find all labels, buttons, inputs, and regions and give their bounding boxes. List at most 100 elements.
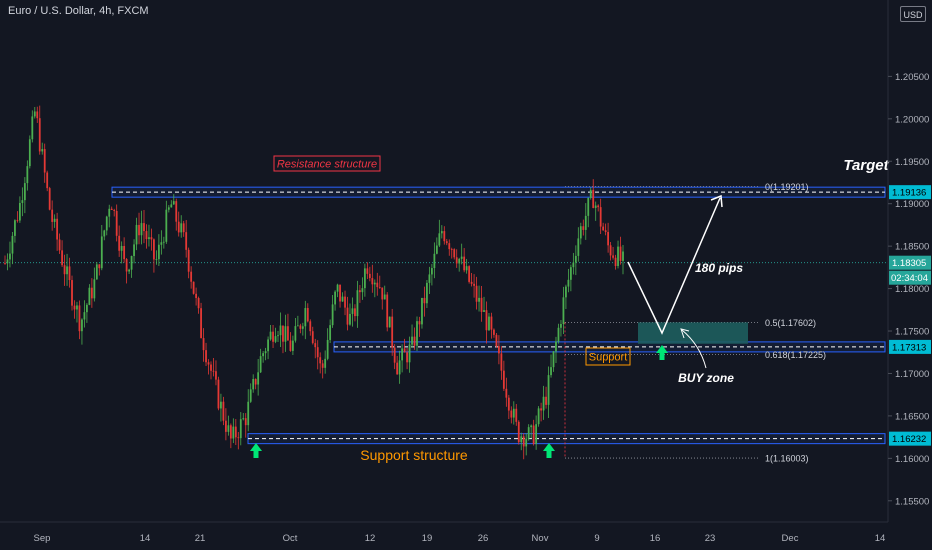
candle-body bbox=[488, 316, 490, 331]
candle-body bbox=[550, 367, 552, 376]
candle-body bbox=[478, 297, 480, 302]
candle-body bbox=[304, 308, 307, 327]
x-tick-label: 16 bbox=[650, 533, 661, 544]
candle-body bbox=[155, 259, 158, 260]
x-tick-label: Oct bbox=[283, 533, 298, 544]
candle-body bbox=[145, 231, 148, 240]
candle-body bbox=[53, 218, 56, 222]
candle-body bbox=[373, 282, 376, 285]
candle-body bbox=[120, 245, 123, 251]
candle-body bbox=[470, 281, 473, 284]
candle-body bbox=[319, 357, 322, 364]
candle-body bbox=[443, 231, 446, 242]
candle-body bbox=[259, 356, 262, 373]
candle-body bbox=[542, 396, 545, 411]
candle-body bbox=[68, 266, 71, 281]
candle-body bbox=[279, 325, 282, 336]
candle-body bbox=[48, 188, 51, 210]
candle-body bbox=[428, 274, 431, 283]
candle-body bbox=[284, 326, 287, 342]
x-tick-label: Sep bbox=[34, 533, 51, 544]
candle-body bbox=[58, 239, 61, 251]
candle-body bbox=[180, 223, 183, 233]
x-tick-label: 9 bbox=[594, 533, 599, 544]
candle-body bbox=[14, 220, 16, 236]
candle-body bbox=[41, 149, 44, 152]
candle-body bbox=[125, 259, 128, 272]
currency-badge[interactable]: USD bbox=[900, 6, 926, 22]
candle-body bbox=[336, 284, 339, 292]
candle-body bbox=[453, 249, 456, 258]
candle-body bbox=[530, 425, 533, 428]
candle-body bbox=[31, 116, 34, 140]
candle-body bbox=[349, 313, 351, 325]
candle-body bbox=[495, 334, 498, 347]
candle-body bbox=[4, 263, 6, 264]
candle-body bbox=[522, 436, 525, 447]
candle-body bbox=[95, 264, 98, 280]
candle-body bbox=[247, 401, 250, 426]
candle-body bbox=[565, 286, 567, 298]
candle-body bbox=[232, 426, 235, 439]
candle-body bbox=[135, 224, 138, 245]
candle-body bbox=[448, 243, 451, 250]
y-tick-label: 1.16500 bbox=[895, 411, 929, 422]
candle-body bbox=[165, 209, 168, 242]
candle-body bbox=[569, 267, 572, 280]
candle-body bbox=[93, 279, 96, 299]
candle-body bbox=[301, 326, 304, 329]
buy-zone-pointer-head bbox=[680, 328, 690, 339]
candle-body bbox=[622, 251, 624, 261]
candle-body bbox=[463, 256, 466, 271]
candle-body bbox=[267, 339, 269, 352]
candle-body bbox=[220, 401, 222, 409]
candle-body bbox=[167, 207, 170, 210]
x-tick-label: 19 bbox=[422, 533, 433, 544]
candle-body bbox=[368, 273, 371, 279]
candle-body bbox=[421, 297, 423, 325]
candle-body bbox=[619, 246, 622, 261]
candle-body bbox=[239, 419, 242, 439]
candle-body bbox=[483, 310, 485, 312]
candle-body bbox=[378, 287, 381, 288]
candle-body bbox=[450, 249, 453, 250]
support_structure-price-tag-text: 1.16232 bbox=[892, 434, 926, 445]
candle-body bbox=[592, 189, 595, 208]
candle-body bbox=[113, 209, 116, 211]
candle-body bbox=[38, 118, 41, 152]
candle-body bbox=[202, 338, 205, 351]
fib-label: 1(1.16003) bbox=[765, 454, 809, 464]
candle-body bbox=[56, 218, 59, 240]
buy-zone-label: BUY zone bbox=[678, 371, 734, 385]
candle-body bbox=[505, 388, 508, 398]
y-tick-label: 1.17000 bbox=[895, 369, 929, 380]
candle-body bbox=[234, 426, 237, 438]
support-price-tag-text: 1.17313 bbox=[892, 342, 926, 353]
candle-body bbox=[346, 307, 349, 325]
candle-body bbox=[28, 139, 31, 167]
buy-zone-arrow-up bbox=[656, 345, 668, 360]
candle-body bbox=[210, 364, 212, 371]
candle-body bbox=[500, 353, 503, 371]
candle-body bbox=[324, 358, 327, 368]
candle-body bbox=[33, 111, 36, 117]
candle-body bbox=[356, 290, 359, 317]
candle-body bbox=[557, 327, 560, 342]
candle-body bbox=[426, 282, 428, 304]
candle-body bbox=[115, 210, 118, 236]
fib-label: 0(1.19201) bbox=[765, 182, 809, 192]
candle-body bbox=[227, 425, 230, 432]
candle-body bbox=[242, 418, 245, 420]
candle-body bbox=[192, 281, 195, 294]
candle-body bbox=[493, 329, 495, 335]
buy-zone-pointer bbox=[681, 329, 707, 369]
candle-body bbox=[36, 111, 39, 119]
candle-body bbox=[11, 235, 14, 254]
candle-body bbox=[51, 209, 54, 222]
candle-body bbox=[418, 321, 421, 325]
candle-body bbox=[423, 297, 426, 304]
candle-body bbox=[366, 268, 369, 274]
candle-body bbox=[371, 278, 374, 285]
